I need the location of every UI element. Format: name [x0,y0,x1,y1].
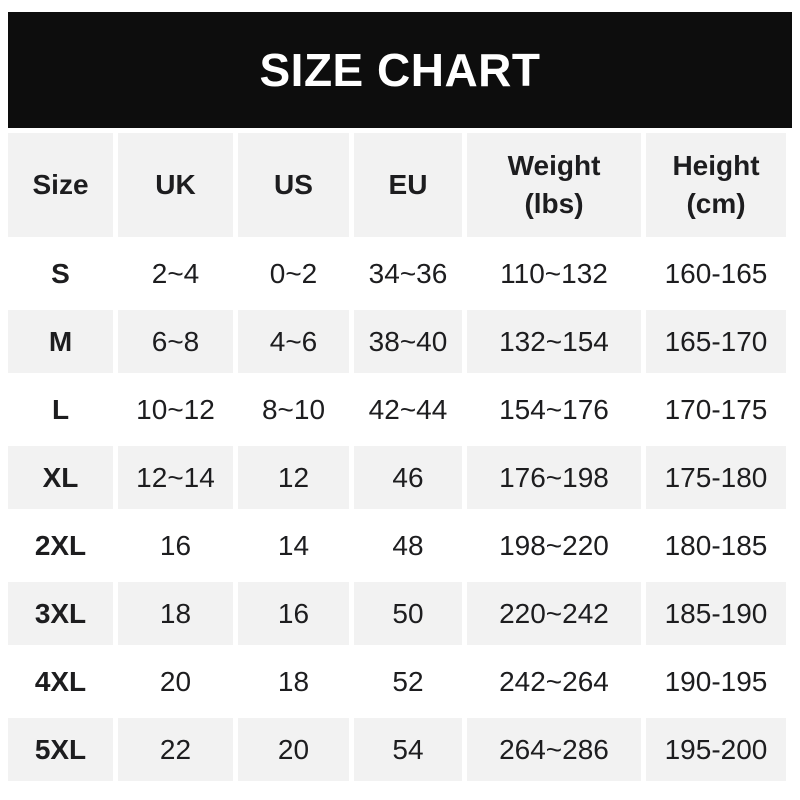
table-cell: 132~154 [467,310,641,373]
column-header-eu: EU [354,133,462,237]
table-cell: 22 [118,718,233,781]
row-label: XL [8,446,113,509]
column-header-unit: (cm) [686,188,746,219]
table-cell: 154~176 [467,378,641,441]
row-label: 5XL [8,718,113,781]
column-header-us: US [238,133,349,237]
table-cell: 4~6 [238,310,349,373]
column-header-label: UK [155,169,196,201]
row-label: 3XL [8,582,113,645]
row-label: S [8,242,113,305]
column-header-weight: Weight (lbs) [467,133,641,237]
column-header-label: Size [32,169,89,201]
table-cell: 14 [238,514,349,577]
table-cell: 0~2 [238,242,349,305]
table-cell: 176~198 [467,446,641,509]
table-cell: 52 [354,650,462,713]
table-cell: 110~132 [467,242,641,305]
column-header-label: EU [388,169,428,201]
table-cell: 12~14 [118,446,233,509]
table-cell: 242~264 [467,650,641,713]
page-title: SIZE CHART [259,44,541,96]
table-cell: 50 [354,582,462,645]
row-label: L [8,378,113,441]
table-cell: 195-200 [646,718,786,781]
table-cell: 34~36 [354,242,462,305]
size-table: Size UK US EU Weight (lbs) Height (cm) S… [8,133,786,781]
banner: SIZE CHART [8,12,792,128]
column-header-height: Height (cm) [646,133,786,237]
column-header-unit: (lbs) [524,188,584,219]
table-cell: 160-165 [646,242,786,305]
table-cell: 8~10 [238,378,349,441]
table-cell: 48 [354,514,462,577]
column-header-label: Height [672,150,760,182]
table-cell: 264~286 [467,718,641,781]
table-cell: 16 [238,582,349,645]
table-cell: 42~44 [354,378,462,441]
table-cell: 46 [354,446,462,509]
table-cell: 6~8 [118,310,233,373]
row-label: 2XL [8,514,113,577]
table-cell: 180-185 [646,514,786,577]
table-cell: 190-195 [646,650,786,713]
table-cell: 220~242 [467,582,641,645]
table-cell: 16 [118,514,233,577]
table-cell: 20 [118,650,233,713]
table-cell: 12 [238,446,349,509]
table-cell: 18 [238,650,349,713]
table-cell: 2~4 [118,242,233,305]
table-cell: 185-190 [646,582,786,645]
table-cell: 10~12 [118,378,233,441]
table-cell: 20 [238,718,349,781]
table-cell: 38~40 [354,310,462,373]
table-cell: 198~220 [467,514,641,577]
table-cell: 165-170 [646,310,786,373]
table-cell: 54 [354,718,462,781]
table-cell: 18 [118,582,233,645]
column-header-label: Weight [507,150,601,182]
table-cell: 175-180 [646,446,786,509]
column-header-size: Size [8,133,113,237]
column-header-label: US [274,169,313,201]
column-header-uk: UK [118,133,233,237]
row-label: M [8,310,113,373]
row-label: 4XL [8,650,113,713]
table-cell: 170-175 [646,378,786,441]
